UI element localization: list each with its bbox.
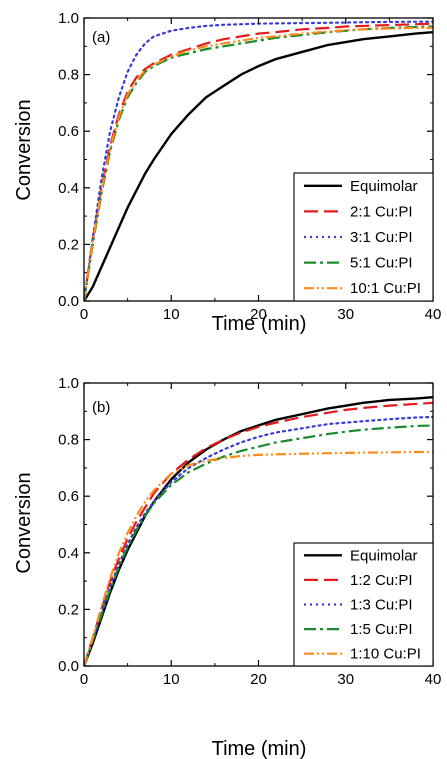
legend-label-b-2: 1:3 Cu:PI xyxy=(350,597,413,614)
y-tick-label-b-3: 0.6 xyxy=(58,488,79,505)
x-tick-label-a-4: 40 xyxy=(425,306,442,323)
y-tick-label-b-0: 0.0 xyxy=(58,658,79,675)
legend-a: Equimolar 2:1 Cu:PI 3:1 Cu:PI 5:1 Cu:PI 10:1… xyxy=(293,172,434,302)
chart-panel-b: Conversion Time (min) (b) 0 10 20 30 40 0.0 0.… xyxy=(13,375,441,759)
series-line-a-4 xyxy=(84,26,433,301)
series-line-b-3 xyxy=(84,424,433,666)
series-line-b-2 xyxy=(84,415,433,666)
x-axis-title-a: Time (min) xyxy=(212,313,307,335)
y-tick-label-a-5: 1.0 xyxy=(58,10,79,27)
y-tick-label-b-5: 1.0 xyxy=(58,375,79,392)
panel-label-a: (a) xyxy=(92,29,110,46)
y-axis-title-b: Conversion xyxy=(13,472,35,573)
x-tick-label-b-2: 20 xyxy=(250,671,267,688)
y-tick-label-a-3: 0.6 xyxy=(58,123,79,140)
panel-label-b: (b) xyxy=(92,399,110,416)
y-tick-label-b-2: 0.4 xyxy=(58,545,79,562)
x-tick-label-b-3: 30 xyxy=(337,671,354,688)
x-tick-label-b-0: 0 xyxy=(80,671,88,688)
legend-label-a-1: 2:1 Cu:PI xyxy=(350,203,413,220)
x-tick-label-a-1: 10 xyxy=(163,306,180,323)
y-tick-label-a-4: 0.8 xyxy=(58,67,79,84)
y-tick-label-a-0: 0.0 xyxy=(58,293,79,310)
legend-label-a-0: Equimolar xyxy=(350,178,418,195)
series-line-a-0 xyxy=(84,30,433,301)
series-line-b-1 xyxy=(84,401,433,666)
legend-label-a-4: 10:1 Cu:PI xyxy=(350,280,421,297)
x-tick-label-a-0: 0 xyxy=(80,306,88,323)
x-axis-title-b: Time (min) xyxy=(212,738,307,759)
x-tick-label-b-4: 40 xyxy=(425,671,442,688)
series-line-a-2 xyxy=(84,20,433,301)
series-line-a-1 xyxy=(84,22,433,301)
x-tick-label-a-3: 30 xyxy=(337,306,354,323)
y-tick-label-a-2: 0.4 xyxy=(58,180,79,197)
legend-label-a-3: 5:1 Cu:PI xyxy=(350,255,413,272)
y-tick-label-b-1: 0.2 xyxy=(58,601,79,618)
y-tick-label-b-4: 0.8 xyxy=(58,432,79,449)
legend-label-a-2: 3:1 Cu:PI xyxy=(350,229,413,246)
legend-label-b-1: 1:2 Cu:PI xyxy=(350,572,413,589)
chart-panel-a: Conversion Time (min) (a) 0 10 20 30 40 0.0 0.… xyxy=(13,10,441,335)
legend-label-b-0: Equimolar xyxy=(350,547,418,564)
legend-b: Equimolar 1:2 Cu:PI 1:3 Cu:PI 1:5 Cu:PI 1:10… xyxy=(293,542,434,667)
y-axis-title-a: Conversion xyxy=(13,99,35,200)
legend-label-b-4: 1:10 Cu:PI xyxy=(350,646,421,663)
legend-label-b-3: 1:5 Cu:PI xyxy=(350,621,413,638)
x-tick-label-a-2: 20 xyxy=(250,306,267,323)
x-tick-label-b-1: 10 xyxy=(163,671,180,688)
series-line-b-4 xyxy=(84,450,433,666)
y-tick-label-a-1: 0.2 xyxy=(58,236,79,253)
series-line-a-3 xyxy=(84,25,433,301)
